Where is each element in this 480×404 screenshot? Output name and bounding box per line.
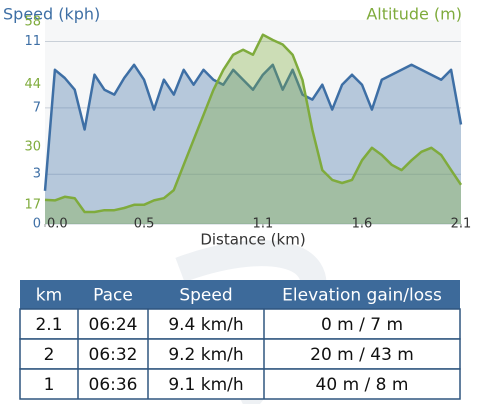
table-cell: 06:32 (89, 345, 138, 365)
x-tick-label: 1.1 (253, 217, 274, 232)
table-cell: 40 m / 8 m (316, 375, 409, 395)
table-cell: 20 m / 43 m (310, 345, 414, 365)
y-axis-title: Speed (kph) (3, 5, 100, 24)
table-cell: 9.4 km/h (168, 315, 243, 335)
table-header-cell: Speed (179, 286, 232, 306)
x-axis-title: Distance (km) (200, 231, 305, 249)
plot (43, 33, 463, 225)
table: km Pace Speed Elevation gain/loss 2.1 06:24 9.… (19, 280, 461, 400)
table-cell: 2 (44, 345, 55, 365)
y-tick-label: 0 (33, 217, 41, 232)
table-cell: 2.1 (35, 315, 62, 335)
table-header-cell: km (36, 286, 62, 306)
x-tick-label: 2.1 (451, 217, 472, 232)
series-area (45, 64, 461, 224)
table-cell: 06:24 (89, 315, 138, 335)
table-header-cell: Elevation gain/loss (282, 286, 442, 306)
series-line (43, 63, 463, 191)
x-tick-label: 0.5 (134, 217, 155, 232)
table-cell: 0 m / 7 m (321, 315, 403, 335)
table-header-cell: Pace (93, 286, 133, 306)
table-row (19, 308, 461, 340)
y-tick-label: 7 (33, 100, 41, 115)
series-area (45, 34, 461, 225)
table-cell: 06:36 (89, 375, 138, 395)
y-tick-label: 11 (24, 34, 41, 49)
table-cell: 1 (44, 375, 55, 395)
y2-tick-label: 44 (24, 77, 41, 92)
y2-tick-label: 30 (24, 139, 41, 154)
y2-tick-label: 58 (24, 15, 41, 30)
table-row (19, 338, 461, 370)
table-header-bg (20, 280, 460, 309)
y-tick-label: 3 (33, 167, 41, 182)
table-cell: 9.2 km/h (168, 345, 243, 365)
x-tick-label: 1.6 (352, 217, 373, 232)
y2-tick-label: 17 (24, 197, 41, 212)
y2-axis-title: Altitude (m) (366, 5, 462, 24)
series-line (44, 33, 463, 214)
table-cell: 9.1 km/h (168, 375, 243, 395)
x-tick-label: 0.0 (47, 217, 68, 232)
table-row (19, 368, 461, 400)
